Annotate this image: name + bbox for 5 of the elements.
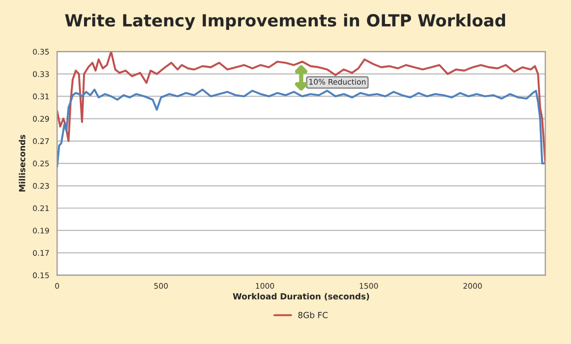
legend-label: 8Gb FC bbox=[298, 312, 328, 318]
line-series bbox=[57, 88, 546, 168]
chart-title: Write Latency Improvements in OLTP Workload bbox=[65, 14, 506, 30]
x-axis-title: Workload Duration (seconds) bbox=[232, 293, 370, 300]
y-axis-title: Milliseconds bbox=[18, 134, 26, 192]
